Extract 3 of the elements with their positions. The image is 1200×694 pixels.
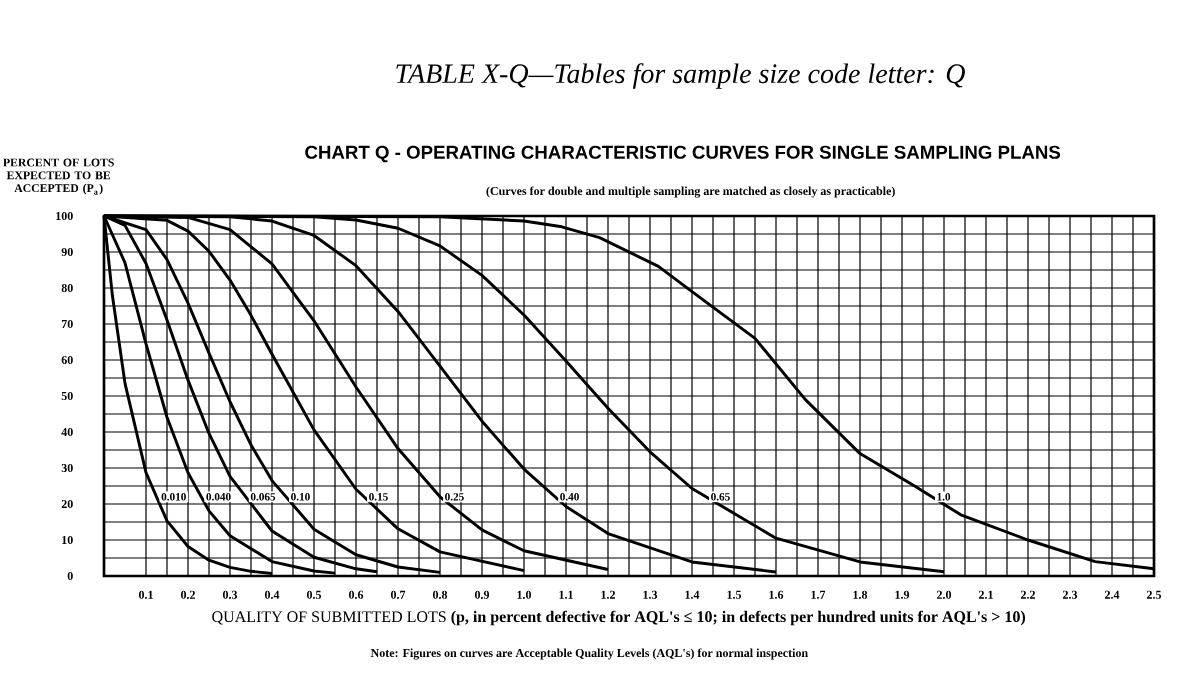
x-axis-title: QUALITY OF SUBMITTED LOTS (p, in percent defective for AQL's ≤ 10; in defects per hundred units for AQL's > 10) <box>212 610 1026 626</box>
chart-title: TABLE X-Q—Tables for sample size code letter: Q <box>396 63 965 89</box>
chart-subtitle: CHART Q - OPERATING CHARACTERISTIC CURVES FOR SINGLE SAMPLING PLANS <box>305 145 1061 163</box>
